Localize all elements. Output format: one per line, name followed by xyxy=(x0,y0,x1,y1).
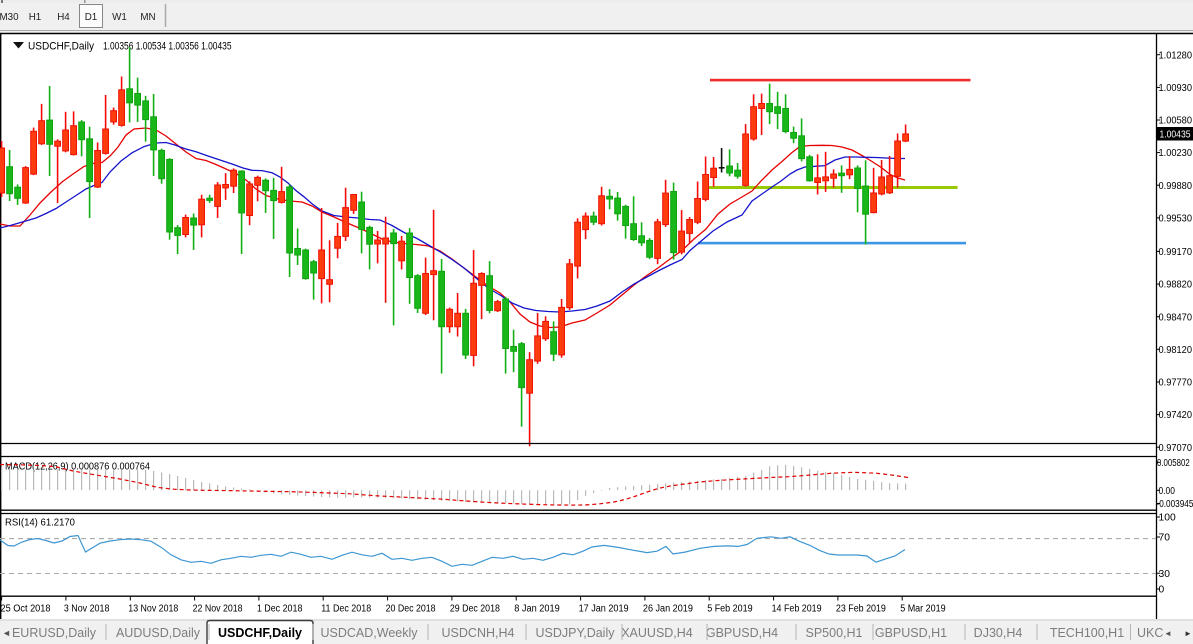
svg-text:0.005802: 0.005802 xyxy=(1157,458,1190,469)
svg-text:TECH100,H1: TECH100,H1 xyxy=(1050,626,1124,640)
svg-text:DJ30,H4: DJ30,H4 xyxy=(974,626,1023,640)
svg-text:GBPUSD,H4: GBPUSD,H4 xyxy=(706,626,778,640)
svg-text:0.99530: 0.99530 xyxy=(1159,214,1193,225)
svg-text:USDCHF,Daily: USDCHF,Daily xyxy=(28,40,94,52)
svg-text:30: 30 xyxy=(1159,569,1171,580)
svg-text:100: 100 xyxy=(1159,513,1176,524)
svg-text:1 Dec 2018: 1 Dec 2018 xyxy=(257,604,303,615)
svg-text:25 Oct 2018: 25 Oct 2018 xyxy=(1,604,51,615)
svg-text:1.00580: 1.00580 xyxy=(1159,116,1193,127)
svg-text:EURUSD,Daily: EURUSD,Daily xyxy=(12,626,97,640)
svg-text:0.98120: 0.98120 xyxy=(1159,345,1193,356)
svg-text:22 Nov 2018: 22 Nov 2018 xyxy=(193,604,243,615)
svg-text:1.00230: 1.00230 xyxy=(1159,148,1193,159)
svg-text:H4: H4 xyxy=(57,12,70,23)
svg-text:1.00930: 1.00930 xyxy=(1159,83,1193,94)
svg-text:USDCAD,Weekly: USDCAD,Weekly xyxy=(320,626,418,640)
svg-text:USDCHF,Daily: USDCHF,Daily xyxy=(218,626,302,640)
svg-text:29 Dec 2018: 29 Dec 2018 xyxy=(450,604,500,615)
svg-text:-0.003945: -0.003945 xyxy=(1157,499,1193,510)
svg-text:26 Jan 2019: 26 Jan 2019 xyxy=(643,604,693,615)
svg-text:AUDUSD,Daily: AUDUSD,Daily xyxy=(116,626,201,640)
svg-text:0.97420: 0.97420 xyxy=(1159,410,1193,421)
svg-text:USDCNH,H4: USDCNH,H4 xyxy=(442,626,515,640)
svg-text:0.98470: 0.98470 xyxy=(1159,312,1193,323)
svg-text:MN: MN xyxy=(140,12,155,23)
svg-text:1.01280: 1.01280 xyxy=(1159,50,1193,61)
svg-text:17 Jan 2019: 17 Jan 2019 xyxy=(579,604,629,615)
svg-text:►: ► xyxy=(1184,629,1192,638)
svg-text:13 Nov 2018: 13 Nov 2018 xyxy=(128,604,178,615)
svg-text:◄: ◄ xyxy=(1164,629,1172,638)
svg-text:XAUUSD,H4: XAUUSD,H4 xyxy=(621,626,693,640)
svg-text:0: 0 xyxy=(1159,585,1165,596)
svg-text:1.00435: 1.00435 xyxy=(1160,129,1191,140)
svg-text:8 Jan 2019: 8 Jan 2019 xyxy=(514,604,560,615)
svg-text:0.97070: 0.97070 xyxy=(1159,443,1193,454)
svg-text:RSI(14) 61.2170: RSI(14) 61.2170 xyxy=(5,517,75,529)
svg-text:SP500,H1: SP500,H1 xyxy=(806,626,863,640)
svg-text:UKC: UKC xyxy=(1137,626,1163,640)
svg-text:70: 70 xyxy=(1159,533,1171,544)
svg-text:1.00356 1.00534 1.00356 1.0043: 1.00356 1.00534 1.00356 1.00435 xyxy=(103,40,232,52)
svg-text:MACD(12,26,9) 0.000876 0.00076: MACD(12,26,9) 0.000876 0.000764 xyxy=(5,461,150,473)
svg-text:W1: W1 xyxy=(112,12,127,23)
svg-text:5 Feb 2019: 5 Feb 2019 xyxy=(707,604,753,615)
svg-text:GBPUSD,H1: GBPUSD,H1 xyxy=(875,626,947,640)
svg-text:0.00: 0.00 xyxy=(1159,486,1176,497)
svg-text:11 Dec 2018: 11 Dec 2018 xyxy=(321,604,371,615)
svg-text:0.97770: 0.97770 xyxy=(1159,378,1193,389)
svg-text:0.99170: 0.99170 xyxy=(1159,247,1193,258)
svg-text:5 Mar 2019: 5 Mar 2019 xyxy=(900,604,946,615)
svg-text:H1: H1 xyxy=(29,12,42,23)
svg-text:◄: ◄ xyxy=(2,628,11,638)
svg-text:USDJPY,Daily: USDJPY,Daily xyxy=(536,626,616,640)
svg-text:0.98820: 0.98820 xyxy=(1159,280,1193,291)
svg-text:3 Nov 2018: 3 Nov 2018 xyxy=(64,604,110,615)
svg-text:M30: M30 xyxy=(0,12,19,23)
svg-text:D1: D1 xyxy=(85,12,98,23)
svg-text:0.99880: 0.99880 xyxy=(1159,181,1193,192)
svg-text:14 Feb 2019: 14 Feb 2019 xyxy=(772,604,822,615)
svg-text:23 Feb 2019: 23 Feb 2019 xyxy=(836,604,886,615)
svg-text:20 Dec 2018: 20 Dec 2018 xyxy=(386,604,436,615)
